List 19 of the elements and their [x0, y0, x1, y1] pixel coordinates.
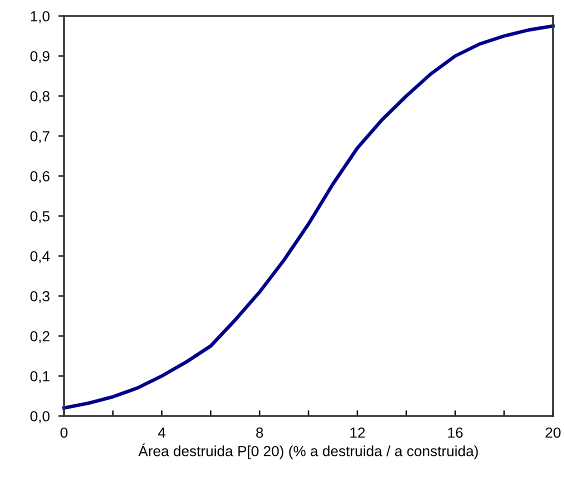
x-tick-label: 0 — [60, 427, 68, 438]
y-tick-label: 0,0 — [30, 411, 50, 424]
y-tick-label: 0,1 — [30, 371, 50, 384]
y-tick-label: 0,5 — [30, 211, 50, 224]
line-series — [62, 24, 555, 410]
x-tick-label: 12 — [350, 427, 365, 438]
y-tick-label: 0,3 — [30, 291, 50, 304]
y-tick-label: 0,9 — [30, 51, 50, 64]
x-tick-label: 8 — [256, 427, 264, 438]
x-tick-label: 20 — [546, 427, 561, 438]
y-tick-label: 0,8 — [30, 91, 50, 104]
x-tick-label: 16 — [448, 427, 463, 438]
y-tick-label: 0,7 — [30, 131, 50, 144]
y-tick-label: 1,0 — [30, 11, 50, 24]
x-axis-title: Área destruida P[0 20) (% a destruida / a construida) — [138, 443, 478, 460]
y-tick-label: 0,6 — [30, 171, 50, 184]
y-tick-label: 0,4 — [30, 251, 50, 264]
x-tick-label: 4 — [158, 428, 166, 438]
y-tick-label: 0,2 — [30, 331, 50, 344]
